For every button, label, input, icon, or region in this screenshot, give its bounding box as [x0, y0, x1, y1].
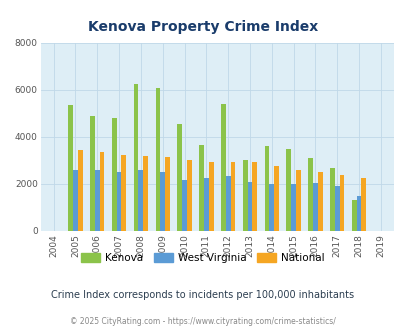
Bar: [186, 160, 191, 231]
Bar: [351, 200, 356, 231]
Text: Kenova Property Crime Index: Kenova Property Crime Index: [87, 20, 318, 34]
Bar: [95, 170, 100, 231]
Bar: [73, 170, 78, 231]
Legend: Kenova, West Virginia, National: Kenova, West Virginia, National: [77, 249, 328, 267]
Bar: [208, 162, 213, 231]
Bar: [360, 178, 365, 231]
Bar: [273, 166, 278, 231]
Bar: [68, 105, 73, 231]
Bar: [90, 116, 95, 231]
Bar: [121, 154, 126, 231]
Bar: [182, 181, 186, 231]
Bar: [286, 149, 290, 231]
Bar: [160, 172, 165, 231]
Bar: [177, 124, 182, 231]
Bar: [220, 104, 225, 231]
Bar: [290, 184, 295, 231]
Bar: [339, 175, 343, 231]
Bar: [242, 160, 247, 231]
Bar: [138, 170, 143, 231]
Bar: [252, 162, 256, 231]
Bar: [317, 172, 322, 231]
Bar: [329, 168, 334, 231]
Bar: [116, 172, 121, 231]
Bar: [334, 186, 339, 231]
Bar: [264, 147, 269, 231]
Bar: [247, 182, 252, 231]
Bar: [78, 150, 83, 231]
Bar: [112, 118, 116, 231]
Bar: [133, 84, 138, 231]
Bar: [312, 183, 317, 231]
Bar: [225, 176, 230, 231]
Text: © 2025 CityRating.com - https://www.cityrating.com/crime-statistics/: © 2025 CityRating.com - https://www.city…: [70, 317, 335, 326]
Bar: [155, 87, 160, 231]
Bar: [307, 158, 312, 231]
Bar: [230, 162, 235, 231]
Bar: [203, 178, 208, 231]
Bar: [269, 184, 273, 231]
Bar: [165, 157, 169, 231]
Bar: [198, 145, 203, 231]
Bar: [356, 196, 360, 231]
Bar: [295, 170, 300, 231]
Text: Crime Index corresponds to incidents per 100,000 inhabitants: Crime Index corresponds to incidents per…: [51, 290, 354, 300]
Bar: [100, 152, 104, 231]
Bar: [143, 156, 148, 231]
